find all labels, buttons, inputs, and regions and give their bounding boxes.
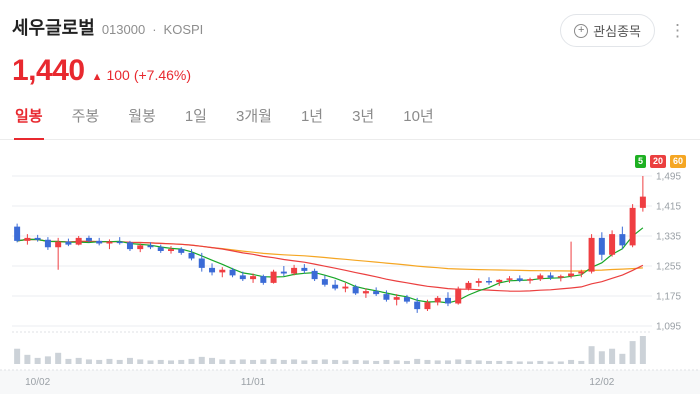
tab-3months[interactable]: 3개월 bbox=[235, 108, 272, 125]
tab-monthly[interactable]: 월봉 bbox=[128, 108, 156, 125]
svg-text:1,095: 1,095 bbox=[656, 322, 681, 333]
change-amount: 100 bbox=[106, 67, 130, 83]
header-actions: + 관심종목 ⋮ bbox=[560, 14, 690, 47]
period-tabs: 일봉 주봉 월봉 1일 3개월 1년 3년 10년 bbox=[0, 101, 700, 140]
svg-text:11/01: 11/01 bbox=[241, 377, 266, 388]
ma-5-legend-chip: 5 bbox=[634, 155, 646, 168]
dot-separator: · bbox=[152, 22, 157, 37]
market-label: KOSPI bbox=[163, 22, 204, 37]
tab-3years[interactable]: 3년 bbox=[352, 108, 375, 125]
ma-60-legend-chip: 60 bbox=[669, 155, 686, 168]
price-chart[interactable]: 1,495 1,415 1,335 1,255 1,175 1,095 10/02 11/01… bbox=[0, 148, 700, 398]
ma-20-legend-chip: 20 bbox=[649, 155, 666, 168]
ma-legend: 5 20 60 bbox=[634, 155, 686, 168]
watchlist-button-label: 관심종목 bbox=[593, 24, 641, 39]
svg-text:1,495: 1,495 bbox=[656, 172, 681, 183]
tab-weekly[interactable]: 주봉 bbox=[71, 108, 100, 125]
svg-text:10/02: 10/02 bbox=[25, 377, 50, 388]
tab-1year[interactable]: 1년 bbox=[300, 108, 324, 125]
change-percent: (+7.46%) bbox=[133, 67, 192, 83]
tab-10years[interactable]: 10년 bbox=[403, 108, 434, 125]
svg-text:1,335: 1,335 bbox=[656, 232, 681, 243]
kebab-menu-icon[interactable]: ⋮ bbox=[669, 20, 686, 40]
svg-text:1,255: 1,255 bbox=[656, 262, 681, 273]
svg-text:1,415: 1,415 bbox=[656, 202, 681, 213]
price-change: ▲ 100 (+7.46%) bbox=[92, 67, 191, 83]
current-price: 1,440 bbox=[12, 54, 85, 87]
plus-circle-icon: + bbox=[574, 23, 589, 38]
header: 세우글로벌 013000 · KOSPI + 관심종목 ⋮ bbox=[0, 0, 700, 47]
add-watchlist-button[interactable]: + 관심종목 bbox=[560, 14, 655, 47]
stock-code: 013000 bbox=[101, 22, 146, 37]
price-section: 1,440 ▲ 100 (+7.46%) bbox=[0, 54, 700, 88]
up-arrow-icon: ▲ bbox=[91, 71, 103, 83]
chart-area: 5 20 60 1,495 1,415 1,335 1,255 1,175 1,095 10/0… bbox=[0, 148, 700, 398]
tab-1day[interactable]: 1일 bbox=[184, 108, 207, 125]
title-group: 세우글로벌 013000 · KOSPI bbox=[12, 14, 203, 40]
svg-text:12/02: 12/02 bbox=[589, 377, 614, 388]
page-title: 세우글로벌 bbox=[12, 18, 95, 38]
tab-daily[interactable]: 일봉 bbox=[14, 101, 44, 140]
svg-text:1,175: 1,175 bbox=[656, 292, 681, 303]
